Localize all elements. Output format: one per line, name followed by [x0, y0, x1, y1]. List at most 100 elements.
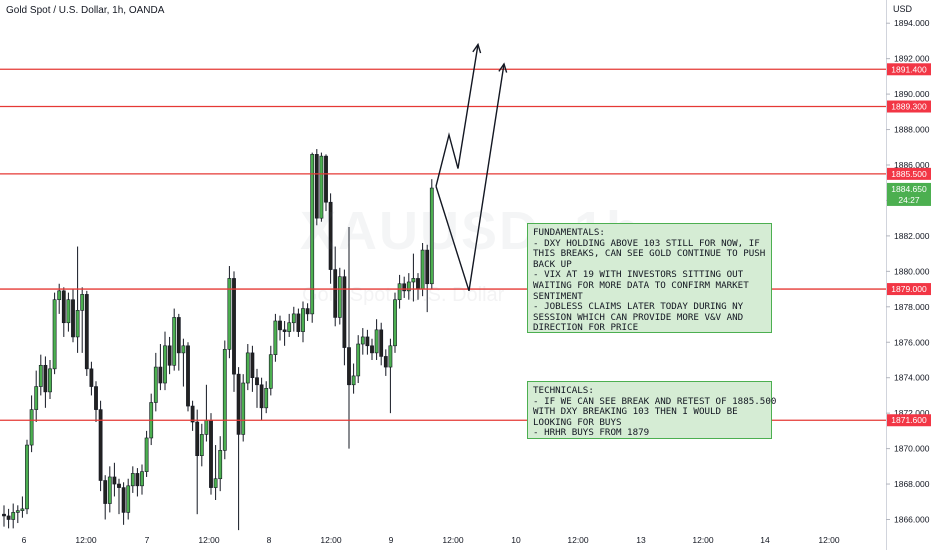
- note-line: - DXY HOLDING ABOVE 103 STILL FOR NOW, I…: [533, 237, 760, 249]
- candle: [2, 505, 6, 527]
- candle: [310, 152, 315, 323]
- candle-body: [48, 368, 52, 393]
- candle-body: [374, 329, 379, 354]
- candle-body: [80, 294, 85, 311]
- candle-body: [11, 512, 16, 520]
- candle-body: [425, 249, 430, 285]
- candle: [163, 331, 167, 391]
- candle: [264, 381, 269, 414]
- candle-body: [393, 299, 397, 347]
- level-price-label: 1871.600: [891, 415, 927, 425]
- candle: [153, 352, 158, 412]
- candle: [402, 276, 407, 298]
- x-tick-label: 13: [636, 535, 646, 545]
- note-line: THIS BREAKS, CAN SEE GOLD CONTINUE TO PU…: [533, 248, 766, 260]
- candle: [356, 335, 361, 384]
- note-line: SENTIMENT: [533, 290, 583, 302]
- candle: [89, 361, 94, 396]
- candle-body: [333, 269, 338, 318]
- candle-body: [301, 308, 305, 332]
- candle-body: [43, 364, 48, 393]
- candle: [167, 336, 172, 375]
- projection-path: [435, 44, 479, 187]
- last-price-label: 1884.650: [891, 184, 927, 194]
- candle: [48, 359, 52, 399]
- candle: [126, 478, 131, 520]
- candle-body: [222, 349, 227, 451]
- candle-body: [287, 322, 292, 332]
- x-tick-label: 7: [145, 535, 150, 545]
- candle-body: [319, 155, 324, 219]
- candle: [291, 306, 296, 332]
- candle: [204, 384, 209, 442]
- candle-body: [121, 487, 126, 513]
- candle-body: [227, 278, 232, 350]
- candle-body: [402, 283, 407, 292]
- candle-body: [268, 354, 273, 389]
- candle-body: [324, 155, 328, 203]
- y-tick-label: 1888.000: [894, 125, 930, 135]
- candle: [140, 464, 144, 495]
- candle-body: [296, 313, 301, 332]
- candle: [98, 400, 103, 492]
- candle-body: [360, 336, 365, 345]
- y-tick-label: 1866.000: [894, 515, 930, 525]
- candle: [121, 482, 126, 525]
- candle-body: [406, 281, 411, 292]
- level-price-label: 1879.000: [891, 284, 927, 294]
- candle-body: [351, 375, 356, 386]
- candle: [52, 292, 57, 375]
- candle-body: [250, 352, 255, 379]
- candle: [324, 154, 328, 212]
- candle-body: [20, 508, 25, 511]
- candle-body: [337, 276, 342, 318]
- candle: [383, 349, 388, 376]
- candle: [107, 466, 112, 513]
- technicals-note[interactable]: TECHNICALS: - IF WE CAN SEE BREAK AND RET…: [527, 381, 776, 439]
- candle-body: [34, 386, 39, 410]
- bar-countdown-label: 24:27: [898, 195, 920, 205]
- candle-body: [29, 409, 34, 446]
- candle: [15, 505, 20, 524]
- candle: [71, 289, 75, 343]
- candle-body: [383, 356, 388, 368]
- candle: [29, 395, 34, 453]
- candle: [66, 292, 71, 332]
- candle: [149, 393, 154, 446]
- level-price-tag: [887, 100, 931, 113]
- candle-body: [107, 476, 112, 504]
- candle-body: [98, 409, 103, 481]
- candle-body: [57, 290, 62, 301]
- candle-body: [75, 310, 80, 338]
- candle: [314, 149, 319, 226]
- candle: [94, 381, 98, 423]
- candle: [195, 409, 200, 515]
- candle: [342, 269, 347, 366]
- candle-body: [232, 278, 236, 375]
- candle-body: [153, 366, 158, 403]
- candle: [213, 445, 218, 501]
- fundamentals-note[interactable]: FUNDAMENTALS: - DXY HOLDING ABOVE 103 STI…: [527, 223, 772, 333]
- note-line: SESSION WHICH CAN PROVIDE MORE V&V AND: [533, 311, 744, 323]
- level-price-tag: [887, 414, 931, 427]
- candle: [181, 338, 186, 387]
- candle-body: [38, 364, 43, 387]
- candle-body: [176, 317, 181, 354]
- candle-body: [397, 283, 402, 301]
- candle: [61, 287, 66, 337]
- candle: [103, 475, 108, 520]
- candle: [190, 400, 195, 431]
- candle-body: [291, 313, 296, 324]
- candle-body: [2, 513, 6, 517]
- candle-body: [218, 450, 223, 480]
- projection-path: [435, 63, 505, 292]
- y-tick-label: 1890.000: [894, 89, 930, 99]
- chart-title: Gold Spot / U.S. Dollar, 1h, OANDA: [6, 5, 165, 16]
- candle-body: [66, 299, 71, 324]
- y-tick-label: 1872.000: [894, 408, 930, 418]
- candle-body: [278, 320, 282, 331]
- candle-body: [144, 437, 149, 472]
- x-tick-label: 12:00: [198, 535, 220, 545]
- note-line: WAITING FOR MORE DATA TO CONFIRM MARKET: [533, 279, 749, 291]
